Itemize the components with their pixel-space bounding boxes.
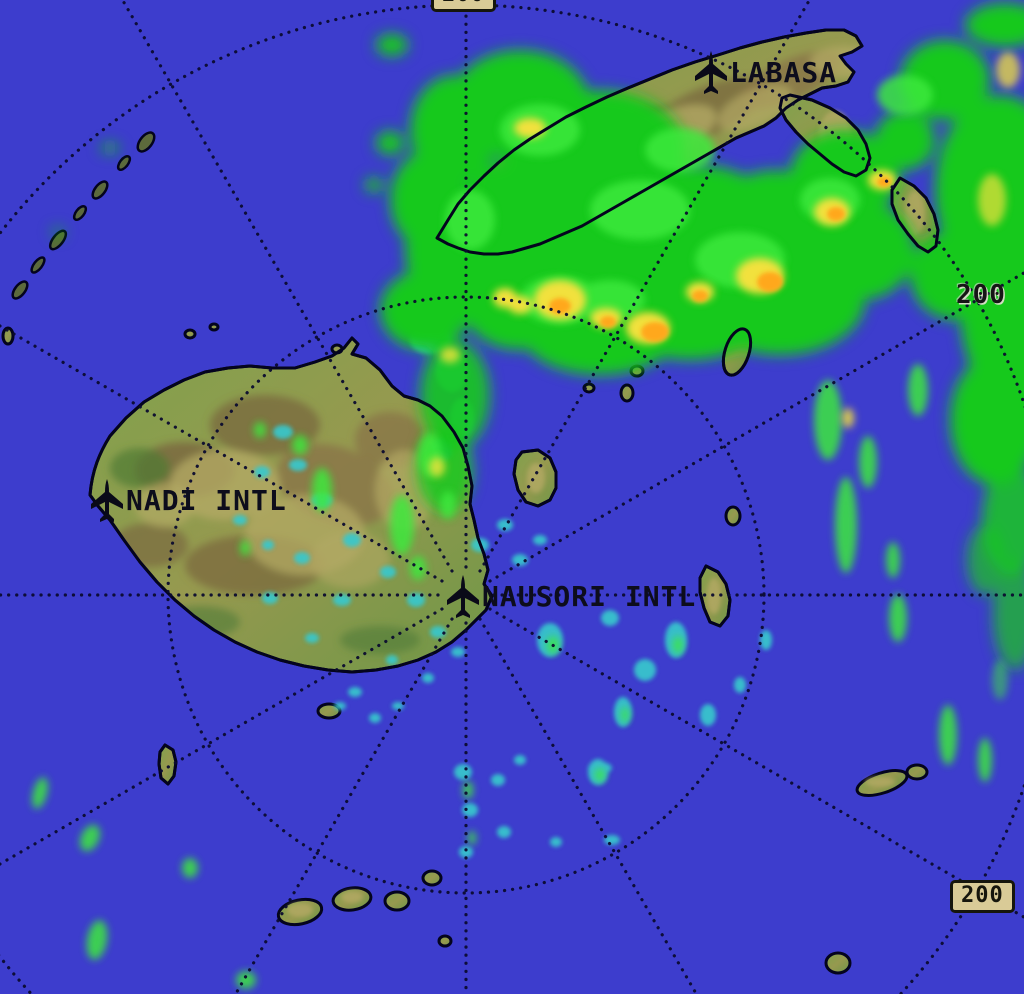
airport-name: LABASA <box>730 55 838 89</box>
airplane-icon <box>695 51 727 94</box>
coastline-layer <box>88 28 940 786</box>
echo-orange-layer <box>549 177 891 342</box>
yasawa-chain <box>11 131 156 300</box>
airport-label-labasa: LABASA <box>694 50 837 95</box>
range-marker-east: 200 <box>956 282 1006 308</box>
range-marker-southeast: 200 <box>950 880 1015 913</box>
range-value: 200 <box>442 0 485 7</box>
airport-label-nadi: NADI INTL <box>90 478 287 523</box>
range-marker-north: 200 <box>431 0 496 12</box>
airplane-icon <box>91 479 123 522</box>
range-value: 200 <box>956 280 1006 310</box>
airport-name: NAUSORI INTL <box>482 579 697 613</box>
inner-range-ring <box>166 295 766 895</box>
airplane-icon <box>447 575 479 618</box>
airport-label-nausori: NAUSORI INTL <box>446 574 696 619</box>
terrain-texture-vitilevu <box>110 395 435 654</box>
airport-name: NADI INTL <box>126 483 287 517</box>
range-value: 200 <box>961 883 1004 908</box>
